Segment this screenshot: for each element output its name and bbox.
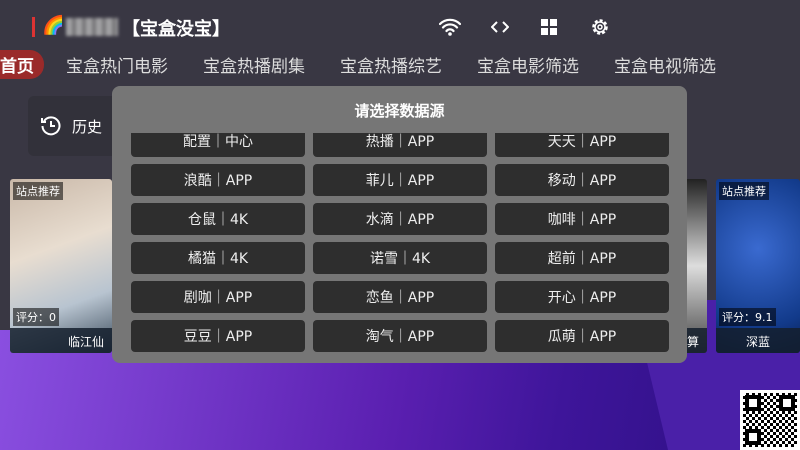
source-option[interactable]: 咖啡｜APP (495, 203, 669, 235)
poster-title: 深蓝 (716, 328, 800, 353)
dialog-title: 请选择数据源 (354, 102, 445, 120)
source-option[interactable]: 水滴｜APP (313, 203, 487, 235)
source-option[interactable]: 开心｜APP (495, 281, 669, 313)
history-icon (41, 116, 61, 136)
source-option[interactable]: 恋鱼｜APP (313, 281, 487, 313)
tab-tv-filter[interactable]: 宝盒电视筛选 (614, 56, 716, 77)
history-button[interactable]: 历史 (28, 96, 118, 156)
app-title: 【宝盒没宝】 (122, 19, 230, 40)
source-option[interactable]: 超前｜APP (495, 242, 669, 274)
gear-icon[interactable] (588, 15, 612, 39)
tab-hot-movies[interactable]: 宝盒热门电影 (66, 56, 168, 77)
source-option[interactable]: 配置｜中心 (131, 133, 305, 157)
qr-code (740, 390, 800, 450)
tab-movie-filter[interactable]: 宝盒电影筛选 (477, 56, 579, 77)
tab-hot-series[interactable]: 宝盒热播剧集 (203, 56, 305, 77)
accent-bar (32, 17, 35, 37)
source-option[interactable]: 浪酷｜APP (131, 164, 305, 196)
source-option[interactable]: 热播｜APP (313, 133, 487, 157)
source-option[interactable]: 豆豆｜APP (131, 320, 305, 352)
poster-card[interactable]: 站点推荐 评分：0 临江仙 (10, 179, 112, 353)
source-option[interactable]: 仓鼠｜4K (131, 203, 305, 235)
source-option[interactable]: 淘气｜APP (313, 320, 487, 352)
poster-badge: 站点推荐 (719, 182, 769, 200)
source-option[interactable]: 剧咖｜APP (131, 281, 305, 313)
poster-score: 评分：0 (13, 308, 59, 326)
source-option[interactable]: 诺雪｜4K (313, 242, 487, 274)
source-option[interactable]: 天天｜APP (495, 133, 669, 157)
poster-card[interactable]: 站点推荐 评分：9.1 深蓝 (716, 179, 800, 353)
poster-title: 临江仙 (10, 328, 112, 353)
rainbow-emoji: 🌈 (42, 15, 65, 36)
blurred-username (66, 18, 118, 36)
poster-badge: 站点推荐 (13, 182, 63, 200)
poster-score: 评分：9.1 (719, 308, 776, 326)
tab-home[interactable]: 首页 (0, 49, 44, 79)
grid-icon[interactable] (537, 15, 561, 39)
tab-hot-variety[interactable]: 宝盒热播综艺 (340, 56, 442, 77)
source-select-dialog: 请选择数据源 配置｜中心 热播｜APP 天天｜APP 浪酷｜APP 菲儿｜APP 移动｜A… (112, 86, 687, 363)
source-list[interactable]: 配置｜中心 热播｜APP 天天｜APP 浪酷｜APP 菲儿｜APP 移动｜APP 仓鼠｜4K… (131, 133, 669, 352)
source-option[interactable]: 菲儿｜APP (313, 164, 487, 196)
code-icon[interactable] (488, 15, 512, 39)
source-option[interactable]: 移动｜APP (495, 164, 669, 196)
nav-tabs: 首页 宝盒热门电影 宝盒热播剧集 宝盒热播综艺 宝盒电影筛选 宝盒电视筛选 (0, 49, 751, 79)
history-label: 历史 (72, 117, 103, 136)
source-option[interactable]: 橘猫｜4K (131, 242, 305, 274)
source-option[interactable]: 瓜萌｜APP (495, 320, 669, 352)
wifi-icon[interactable] (438, 15, 462, 39)
